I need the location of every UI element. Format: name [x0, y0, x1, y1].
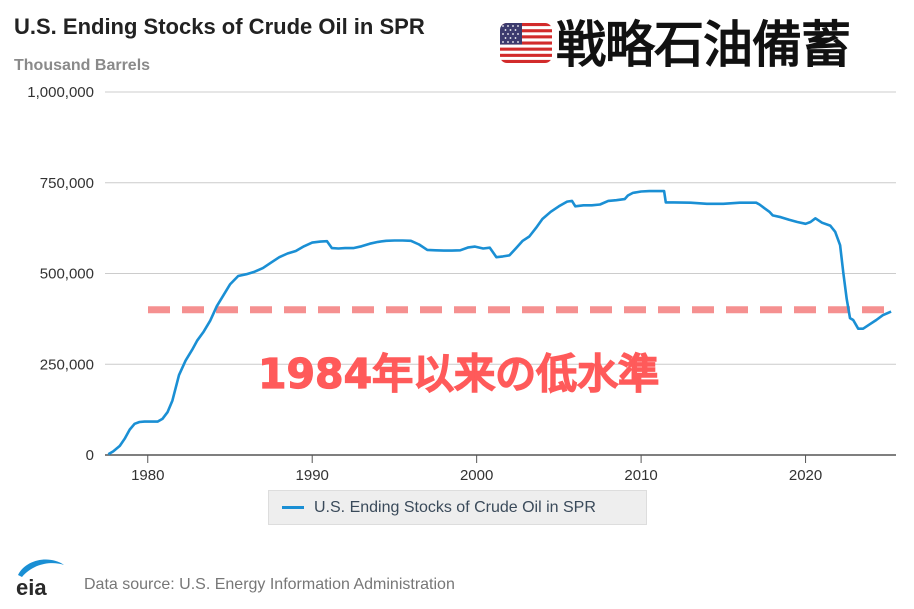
- japanese-title: 戦略石油備蓄: [556, 16, 851, 74]
- legend-swatch: [282, 506, 304, 509]
- x-tick-label: 2020: [789, 467, 822, 484]
- x-axis-tick-labels: 1980 1990 2000 2010 2020: [131, 455, 822, 484]
- svg-text:eia: eia: [16, 575, 47, 599]
- legend[interactable]: U.S. Ending Stocks of Crude Oil in SPR: [268, 490, 647, 525]
- x-tick-label: 1990: [296, 467, 329, 484]
- y-tick-label: 1,000,000: [27, 84, 94, 101]
- unit-subtitle: Thousand Barrels: [14, 57, 151, 74]
- x-tick-label: 1980: [131, 467, 164, 484]
- x-tick-label: 2000: [460, 467, 493, 484]
- y-tick-label: 250,000: [40, 356, 94, 373]
- low-level-annotation: 1984年以来の低水準: [258, 350, 659, 398]
- series-line-spr-stocks: [107, 189, 892, 456]
- chart-title: U.S. Ending Stocks of Crude Oil in SPR: [14, 14, 425, 39]
- y-axis-tick-labels: 0 250,000 500,000 750,000 1,000,000: [27, 84, 94, 464]
- y-tick-label: 750,000: [40, 175, 94, 192]
- x-tick-label: 2010: [624, 467, 657, 484]
- data-source-note: Data source: U.S. Energy Information Adm…: [84, 576, 455, 593]
- us-flag-icon: [500, 23, 552, 63]
- eia-logo-icon: eia: [16, 559, 64, 599]
- legend-label: U.S. Ending Stocks of Crude Oil in SPR: [314, 498, 596, 516]
- gridlines: [105, 91, 896, 456]
- y-tick-label: 500,000: [40, 266, 94, 283]
- y-tick-label: 0: [86, 447, 94, 464]
